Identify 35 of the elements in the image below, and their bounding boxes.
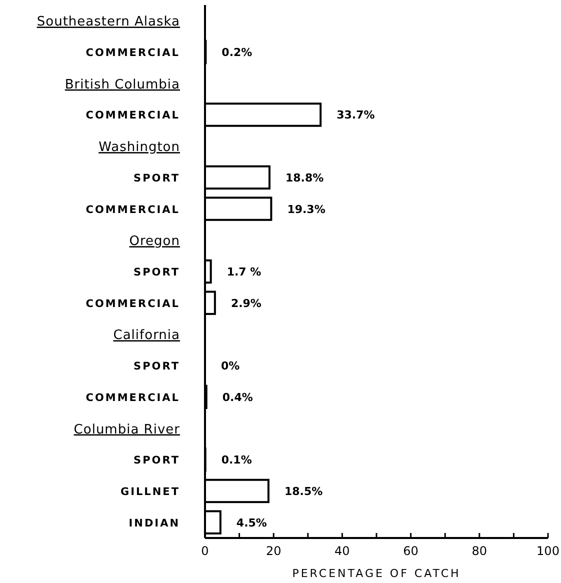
data-label: 33.7% xyxy=(336,108,375,122)
data-label: 18.5% xyxy=(284,484,323,498)
x-tick-label: 60 xyxy=(403,544,418,558)
x-axis-title: PERCENTAGE OF CATCH xyxy=(292,567,461,580)
y-tick-label: INDIAN xyxy=(128,517,180,530)
x-tick-label: 100 xyxy=(536,544,560,558)
y-tick-label: COMMERCIAL xyxy=(86,204,180,216)
data-label: 19.3% xyxy=(287,202,326,216)
y-tick-label: COMMERCIAL xyxy=(86,110,180,122)
y-tick-label: SPORT xyxy=(134,454,180,467)
y-tick-label: British Columbia xyxy=(64,77,180,92)
y-tick-label: California xyxy=(113,328,180,344)
y-tick-label: SPORT xyxy=(134,360,180,373)
x-tick-label: 40 xyxy=(334,544,350,558)
data-label: 0.2% xyxy=(222,46,252,60)
y-tick-label: SPORT xyxy=(134,266,180,278)
data-label: 0.1% xyxy=(221,454,252,467)
y-tick-label: SPORT xyxy=(134,172,180,184)
x-tick-label: 80 xyxy=(472,544,488,558)
y-tick-label: Oregon xyxy=(129,234,180,250)
y-tick-label: COMMERCIAL xyxy=(86,47,180,60)
data-label: 0.4% xyxy=(222,390,253,404)
data-label: 18.8% xyxy=(285,171,324,184)
x-tick-label: 0 xyxy=(201,544,209,558)
data-label: 4.5% xyxy=(236,516,267,530)
y-tick-label: Southeastern Alaska xyxy=(36,14,180,30)
data-label: 2.9% xyxy=(230,296,262,310)
data-label: 0% xyxy=(221,360,240,373)
data-label: 1.7 % xyxy=(226,266,262,278)
y-tick-label: Washington xyxy=(98,140,180,156)
y-tick-label: COMMERCIAL xyxy=(86,298,180,310)
y-tick-label: COMMERCIAL xyxy=(86,392,180,404)
y-tick-label: GILLNET xyxy=(120,486,180,498)
y-tick-label: Columbia River xyxy=(74,422,180,438)
x-tick-label: 20 xyxy=(266,544,282,558)
